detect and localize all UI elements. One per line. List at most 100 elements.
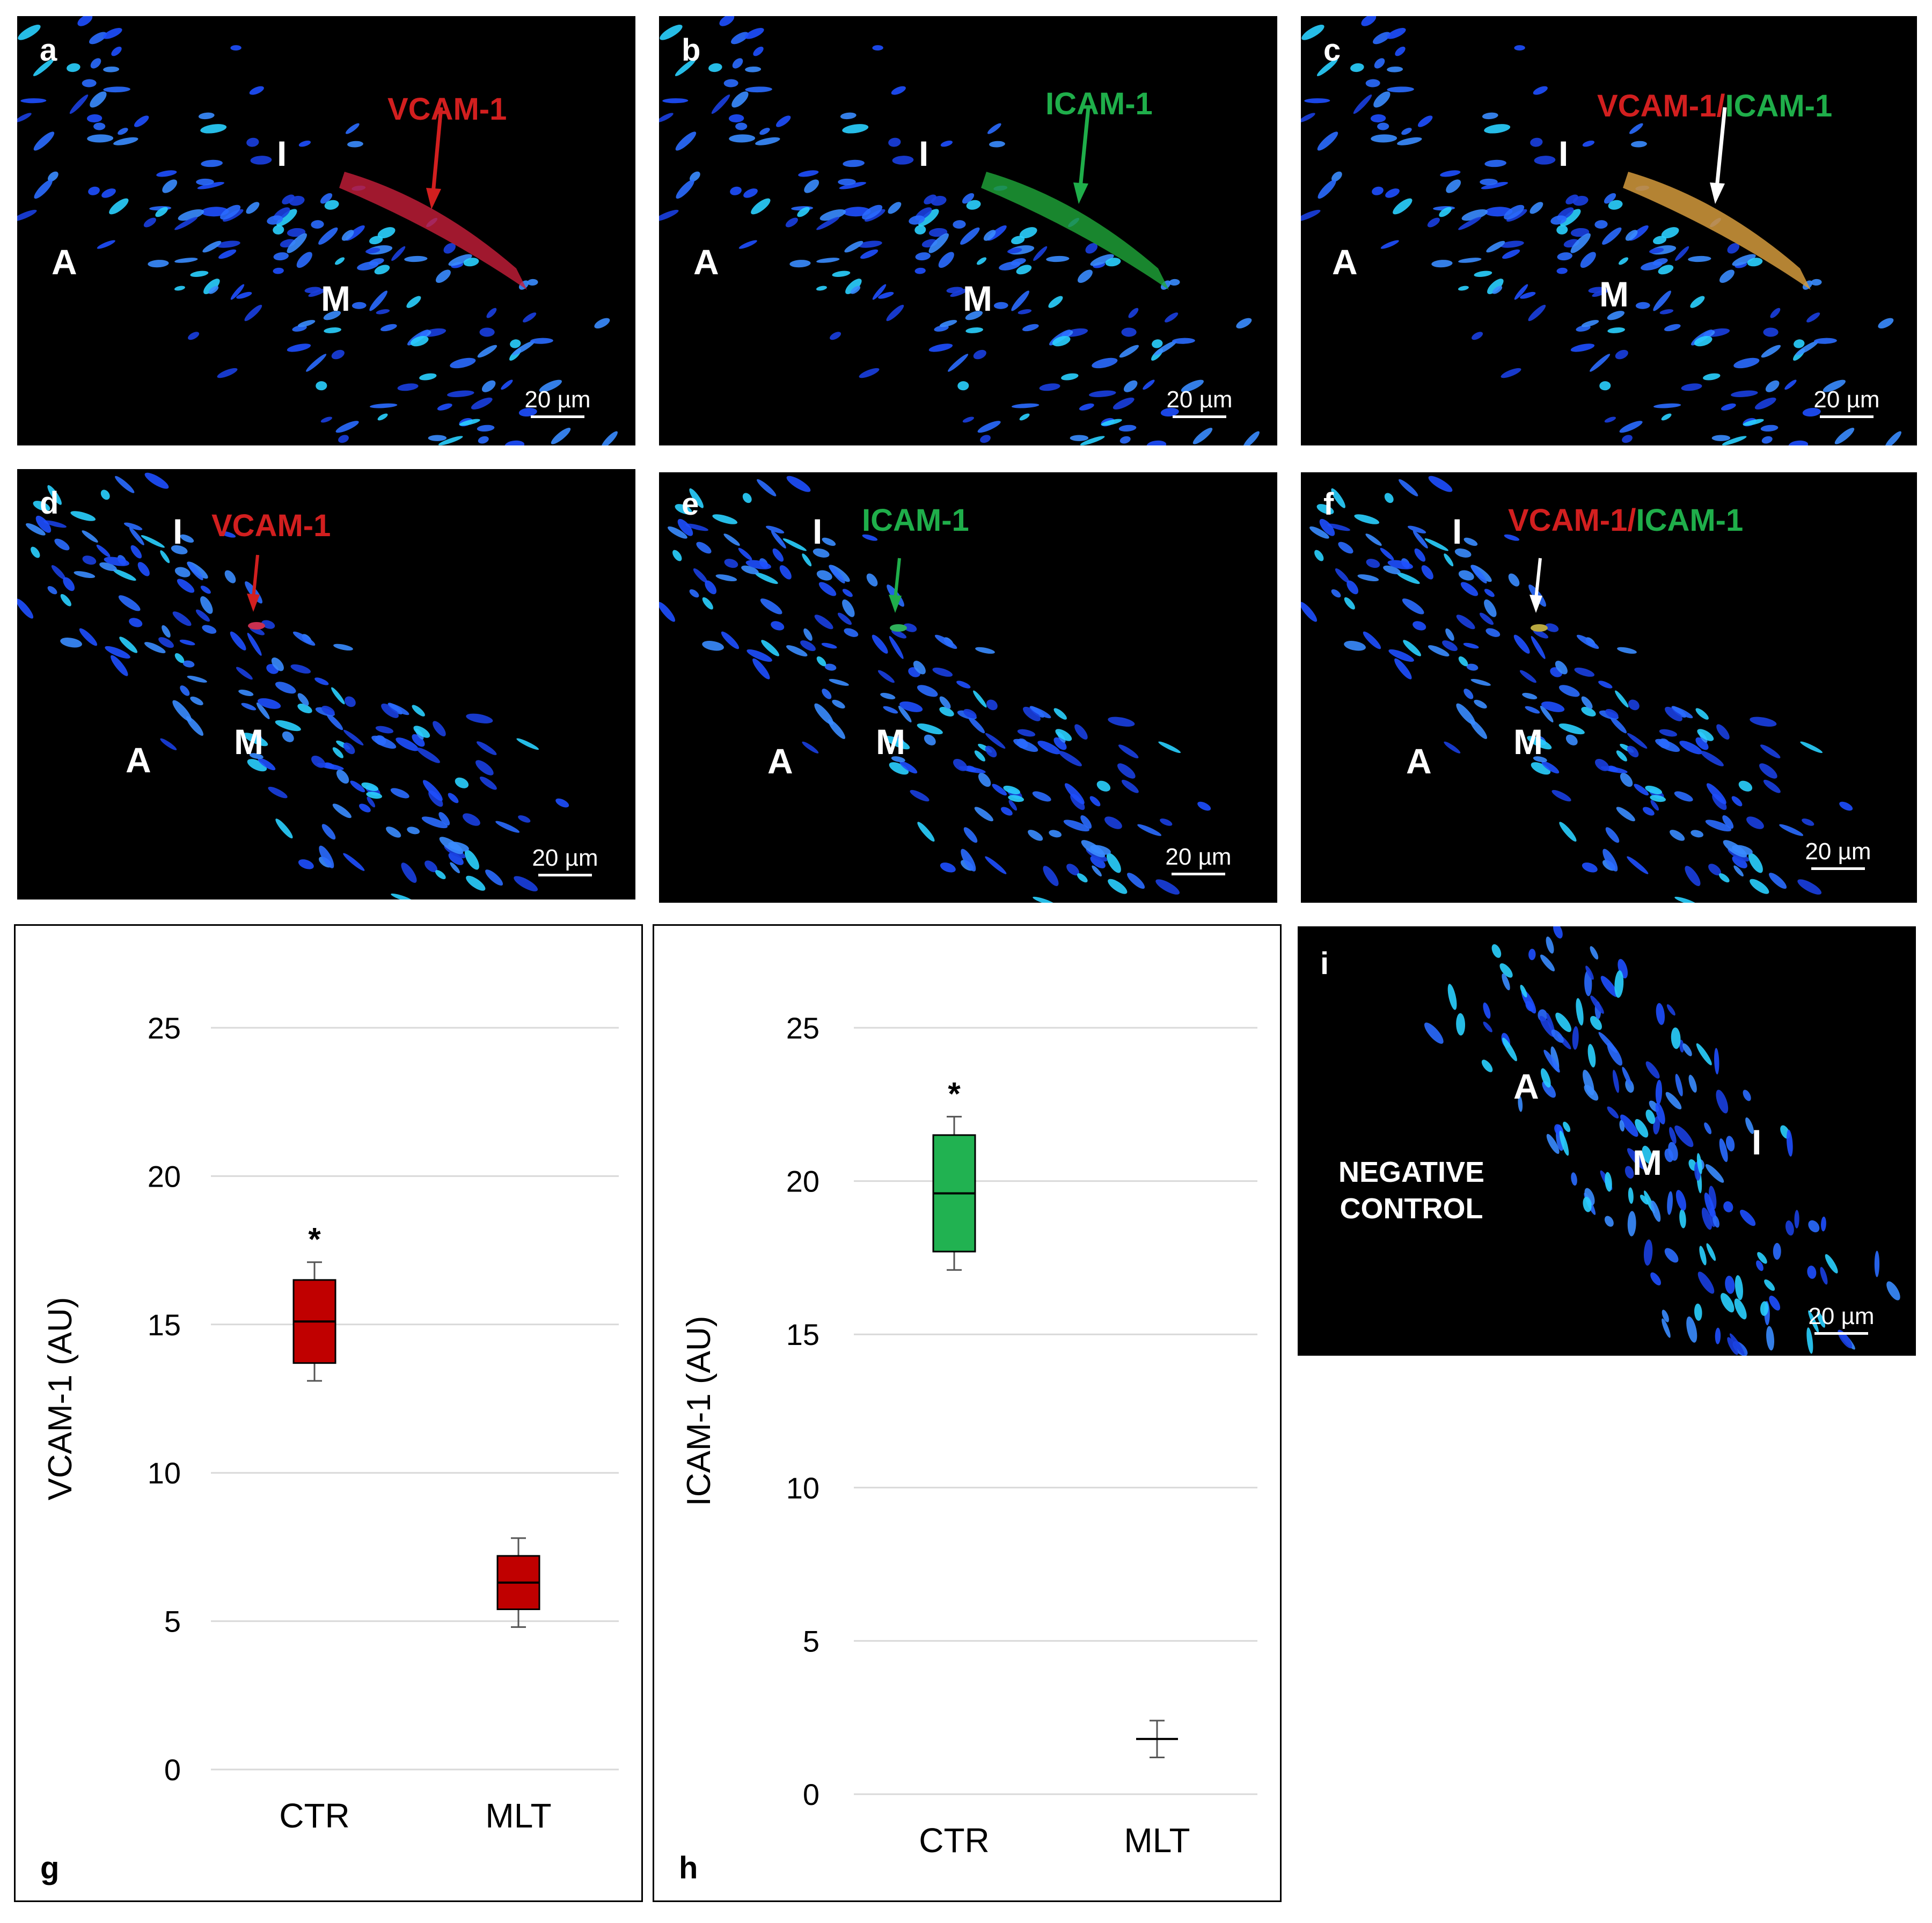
nucleus [1711,435,1731,441]
nucleus [100,489,110,500]
scale-bar: 20 µm [1159,386,1240,418]
nucleus [1769,1296,1781,1311]
region-label-m: M [876,722,905,762]
nucleus [43,520,67,528]
nucleus [1350,63,1364,72]
nucleus [850,286,861,294]
nucleus [1679,1209,1686,1229]
nucleus [1474,699,1487,709]
vcam-boxplot: 0 5 10 15 20 25 VCAM-1 (AU) * CTR MLT [42,1011,619,1835]
nucleus [1590,995,1604,1014]
nucleus [1722,815,1734,829]
nucleus [67,63,80,72]
panel-label-a: a [40,33,57,68]
nucleus [759,128,770,135]
stain-label-merged: VCAM-1/ICAM-1 [1508,502,1743,538]
nucleus [1757,1252,1767,1264]
nucleus [1619,1120,1625,1132]
nucleus [1697,729,1714,741]
scale-bar: 20 µm [1801,1303,1882,1335]
nucleus [956,681,971,689]
nucleus [380,324,397,332]
nucleus [866,573,878,587]
nucleus [361,782,379,791]
nucleus [1583,1070,1594,1095]
nucleus [1557,252,1572,261]
nucleus [438,436,463,445]
nucleus [369,290,387,311]
nucleus [1571,1172,1577,1186]
nucleus [448,852,464,865]
nucleus [829,678,849,686]
nucleus [1019,413,1030,421]
nucleus [428,435,447,441]
nucleus [1700,751,1724,766]
nucleus [1552,789,1571,802]
nucleus [1823,379,1846,392]
nucleus [350,780,365,793]
nucleus [539,379,562,392]
nucleus [388,703,409,715]
nucleus [1604,1216,1614,1227]
nucleus [298,859,314,869]
nucleus [321,705,335,715]
nucleus [1695,737,1709,750]
nucleus [202,625,217,634]
nucleus [273,225,284,235]
x-category-label: CTR [279,1796,350,1835]
panel-label-f: f [1323,487,1334,522]
nucleus [200,596,213,614]
nucleus [1570,228,1590,237]
nucleus [1403,640,1422,656]
panel-label-h: h [679,1851,698,1885]
nucleus [668,526,687,539]
nucleus [845,279,862,295]
nucleus [1401,128,1412,135]
nucleus [1653,236,1667,245]
nucleus [1746,816,1764,829]
nuclei-image [17,16,618,445]
nucleus [287,343,311,352]
nucleus [1461,209,1488,221]
nucleus [365,247,380,254]
nucleus [407,827,420,835]
box-ctr: * [292,1222,336,1382]
nucleus [1470,678,1491,686]
nucleus [594,318,610,329]
nucleus [174,653,185,663]
nucleus [914,225,926,235]
nucleus [495,821,520,833]
nucleus [1653,290,1671,311]
nucleus [333,644,353,651]
nucleus [1732,856,1747,868]
nucleus [217,368,238,378]
nucleus [82,530,98,543]
nucleus [753,46,764,56]
nucleus [1236,318,1252,329]
nucleus [1424,1022,1444,1044]
nucleus [1733,357,1760,369]
negative-control-label: NEGATIVE CONTROL [1326,1154,1497,1227]
nucleus [1119,436,1131,444]
nucleus [1019,227,1037,239]
nucleus [47,586,57,595]
nucleus [1335,568,1350,583]
nucleus [1706,1243,1716,1261]
nucleus [224,570,236,583]
y-tick-label: 15 [786,1318,819,1351]
nucleus [888,137,901,147]
nucleus [486,308,497,318]
nucleus [1049,830,1062,838]
nucleus [899,761,918,774]
nucleus [1820,1267,1828,1285]
nucleus [1794,1210,1799,1229]
nucleus [816,570,832,581]
region-label-i: I [277,134,287,173]
nucleus [702,597,713,610]
nucleus [504,440,525,445]
nucleus [1600,976,1618,997]
nucleus [1769,873,1787,889]
nucleus [939,696,951,709]
nucleus [352,302,367,309]
nucleus [321,824,336,840]
